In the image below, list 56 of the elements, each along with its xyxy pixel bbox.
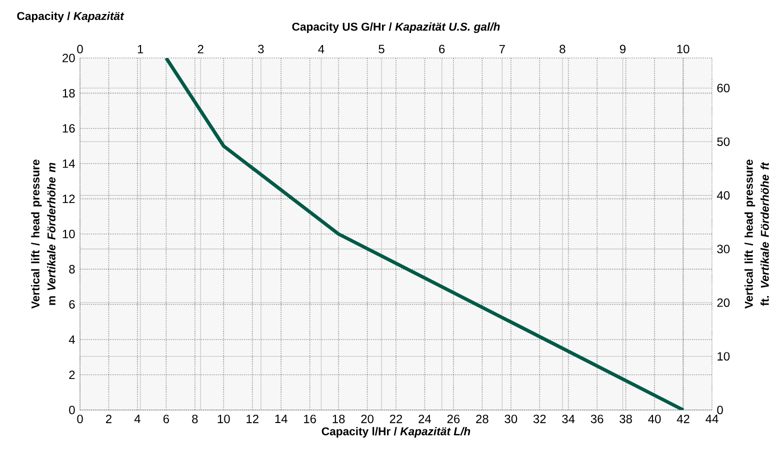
x-tick-label: 4: [134, 414, 140, 423]
x-tick-label: 16: [304, 414, 316, 424]
y2-tick-label: 50: [717, 137, 730, 146]
x-tick-label: 30: [504, 414, 518, 424]
y-tick-label: 20: [62, 54, 75, 62]
y-tick-label: 18: [62, 88, 75, 98]
x-tick-label: 10: [218, 414, 230, 424]
x-tick-label: 24: [418, 414, 432, 424]
x-tick-label: 44: [706, 414, 718, 423]
x-tick-label: 12: [246, 414, 258, 424]
y-tick-label: 2: [69, 370, 75, 379]
y-tick-label: 6: [69, 300, 75, 309]
x-tick-label: 26: [447, 414, 460, 424]
y-tick-label: 4: [68, 335, 75, 344]
x-tick-label: 14: [275, 414, 288, 423]
x-tick-label: 36: [590, 414, 604, 424]
x-axis-title: Capacity l/Hr / Kapazität L/h: [322, 427, 470, 438]
y-tick-label: 8: [69, 264, 75, 274]
x-tick-label: 8: [192, 414, 198, 424]
x-tick-label: 28: [476, 414, 488, 424]
x-tick-label: 6: [163, 414, 169, 424]
x2-tick-label: 4: [318, 45, 324, 54]
y-tick-label: 16: [62, 124, 75, 133]
x2-tick-label: 2: [198, 44, 204, 54]
y2-tick-label: 40: [716, 191, 730, 200]
y-tick-label: 10: [62, 230, 75, 238]
x2-tick-label: 6: [439, 44, 445, 54]
x-tick-label: 2: [106, 414, 112, 424]
x-tick-label: 32: [533, 414, 546, 424]
x2-tick-label: 1: [138, 45, 144, 54]
x-tick-label: 38: [620, 414, 632, 424]
y-tick-label: 12: [62, 194, 75, 203]
x2-tick-label: 5: [378, 44, 384, 54]
y2-tick-label: 20: [717, 298, 730, 307]
y-tick-label: 0: [69, 406, 75, 414]
x2-tick-label: 8: [560, 44, 566, 54]
y2-tick-label: 60: [717, 84, 730, 92]
x-tick-label: 0: [77, 414, 83, 424]
y2-tick-label: 10: [718, 352, 730, 361]
x-tick-label: 20: [361, 414, 374, 424]
x-tick-label: 40: [648, 414, 661, 424]
y2-tick-label: 30: [717, 244, 730, 254]
x2-tick-label: 0: [77, 44, 83, 54]
y2-tick-label: 0: [717, 406, 723, 414]
y-tick-label: 14: [62, 159, 75, 168]
x2-tick-label: 3: [258, 44, 264, 54]
x2-tick-label: 10: [677, 44, 690, 54]
line-series: [164, 58, 686, 410]
x-tick-label: 18: [332, 414, 345, 424]
x2-axis-title: Capacity US G/Hr / Kapazität U.S. gal/h: [292, 22, 500, 33]
x-tick-label: 42: [676, 414, 690, 424]
text: Capacity / Kapazität: [17, 12, 124, 22]
x2-tick-label: 7: [499, 45, 505, 54]
x-tick-label: 22: [390, 414, 402, 424]
x2-tick-label: 9: [620, 44, 626, 54]
x-tick-label: 34: [562, 414, 575, 424]
